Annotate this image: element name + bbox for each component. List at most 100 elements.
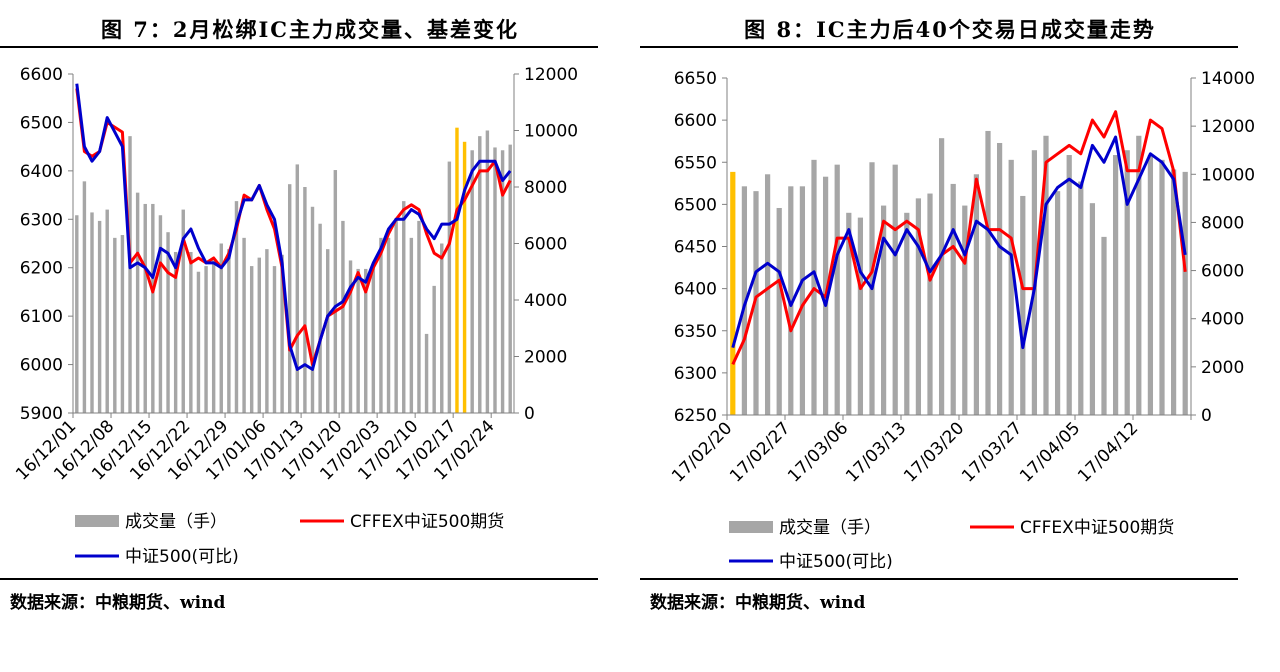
series-line-futures: [731, 110, 1187, 366]
right-tick-label: 8000: [524, 178, 567, 198]
bar: [105, 209, 109, 413]
bar: [1147, 155, 1154, 415]
left-tick-label: 6200: [20, 259, 63, 279]
right-tick-label: 4000: [524, 291, 567, 311]
bar: [295, 164, 300, 413]
chart-title: 图 7：2月松绑IC主力成交量、基差变化: [100, 17, 520, 42]
right-tick-label: 2000: [1201, 358, 1244, 378]
legend-label-bar: 成交量（手）: [125, 512, 227, 532]
bar: [904, 212, 910, 415]
series-line-index: [75, 83, 512, 371]
bar: [386, 237, 391, 413]
bar-highlight: [730, 171, 736, 415]
bar: [227, 249, 231, 413]
left-tick-label: 6000: [20, 356, 63, 376]
x-tick-label: 17/03/20: [900, 418, 968, 486]
bar: [834, 164, 840, 415]
x-tick-label: 17/04/12: [1074, 418, 1142, 486]
x-tick-label: 17/03/13: [842, 418, 910, 486]
bar: [318, 223, 322, 413]
right-tick-label: 10000: [524, 122, 578, 142]
bar: [1124, 150, 1130, 415]
bar: [90, 212, 94, 413]
right-tick-label: 2000: [524, 348, 567, 368]
right-tick-label: 8000: [1201, 213, 1244, 233]
bar: [447, 161, 452, 413]
bar: [1101, 236, 1107, 415]
bar-highlight: [462, 141, 467, 414]
legend-swatch-bar: [729, 521, 773, 533]
bar: [364, 268, 368, 413]
bar: [788, 186, 794, 415]
bar: [341, 220, 345, 413]
left-tick-label: 6500: [674, 195, 717, 215]
bar: [1020, 195, 1026, 415]
bar: [394, 218, 398, 413]
bar: [303, 187, 307, 413]
bar: [985, 130, 991, 415]
bar: [257, 257, 261, 413]
bar: [120, 235, 125, 413]
bar: [973, 174, 980, 415]
bar: [371, 263, 376, 413]
left-tick-label: 6400: [20, 162, 63, 182]
bar: [880, 205, 887, 415]
bar: [1112, 155, 1119, 415]
bar: [196, 271, 201, 413]
bar: [135, 192, 140, 413]
bar: [776, 207, 782, 415]
left-tick-label: 6600: [20, 65, 63, 85]
bar: [1078, 181, 1084, 415]
right-tick-label: 12000: [524, 65, 578, 85]
bar: [356, 268, 360, 413]
bar: [1136, 135, 1142, 415]
chart-svg-volume-basis: 5900 6000 6100 6200 6300 6400 6500 6600 0 2000 400…: [12, 65, 578, 567]
right-tick-label: 0: [524, 404, 535, 424]
title-rule: [640, 46, 1238, 48]
title-rule: [0, 46, 598, 48]
bar: [333, 170, 338, 413]
left-tick-label: 6500: [20, 113, 63, 133]
bar: [1066, 155, 1072, 415]
left-tick-label: 6450: [674, 238, 717, 258]
bar: [493, 147, 497, 413]
bar: [508, 144, 512, 413]
bar: [996, 142, 1003, 415]
bar: [128, 136, 132, 413]
bar: [97, 220, 102, 413]
bar: [1170, 169, 1177, 415]
bar: [432, 285, 436, 413]
bar: [764, 174, 771, 415]
bar: [950, 183, 956, 415]
bar: [204, 266, 208, 413]
series-line-index: [731, 135, 1187, 350]
bar: [1008, 159, 1014, 415]
bar: [219, 243, 223, 413]
bar: [915, 198, 922, 415]
bar: [892, 164, 898, 415]
bar: [173, 251, 178, 413]
bar: [326, 249, 330, 413]
bar: [151, 203, 155, 413]
bar: [75, 215, 79, 413]
bar: [440, 243, 444, 413]
bar: [857, 217, 864, 415]
left-tick-label: 6650: [674, 69, 717, 89]
bar: [113, 237, 117, 413]
bar: [166, 232, 170, 413]
legend-label-index: 中证500(可比): [125, 547, 239, 567]
bar: [249, 266, 254, 413]
bar: [1089, 203, 1096, 415]
bar-highlight: [455, 127, 459, 414]
series-line-futures: [75, 88, 512, 367]
bar: [753, 191, 759, 415]
right-tick-label: 14000: [1201, 69, 1255, 89]
bar: [211, 260, 216, 413]
bar: [938, 138, 945, 415]
left-tick-label: 6300: [20, 210, 63, 230]
x-tick-label: 17/03/27: [958, 418, 1026, 486]
right-tick-label: 10000: [1201, 165, 1255, 185]
left-tick-label: 6600: [674, 111, 717, 131]
left-tick-label: 6550: [674, 153, 717, 173]
left-tick-label: 6350: [674, 322, 717, 342]
